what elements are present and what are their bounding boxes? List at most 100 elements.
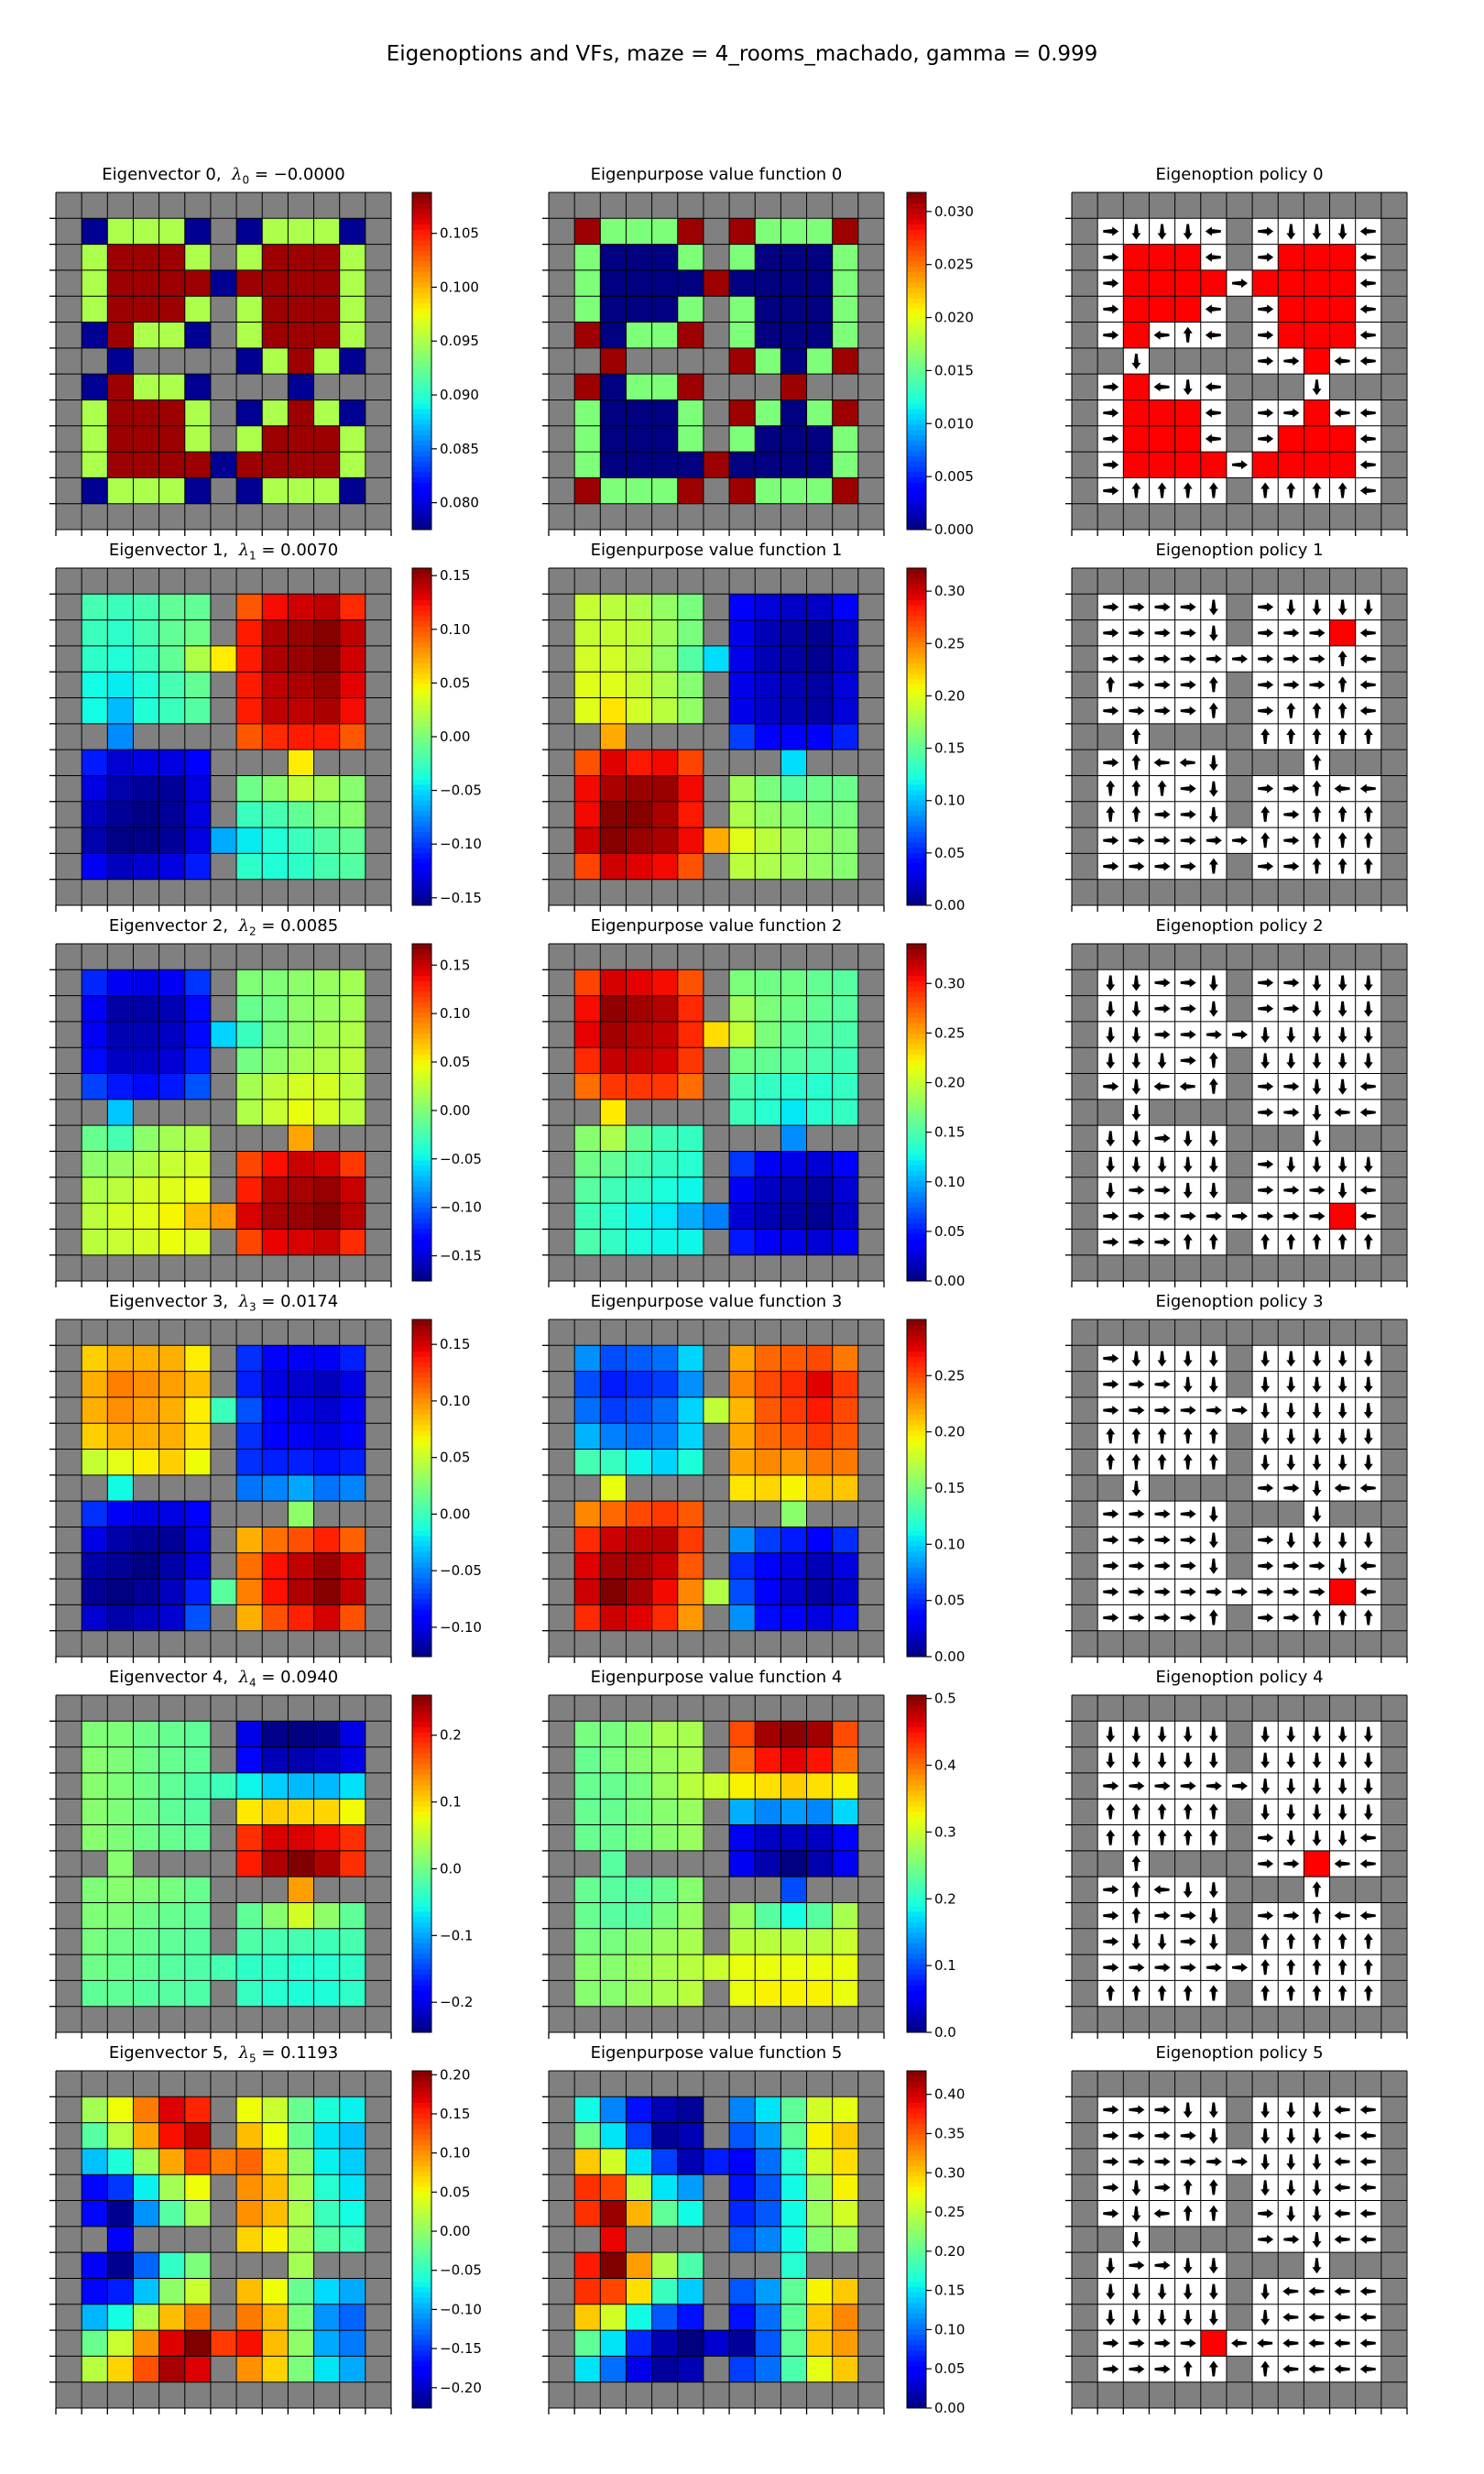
wall-cell <box>365 1177 392 1204</box>
heatmap-cell <box>210 1396 237 1424</box>
arrow-left-icon <box>1359 1587 1376 1597</box>
eigenvector-label: Eigenvector 0, <box>102 165 222 184</box>
heatmap-cell <box>210 827 237 854</box>
wall-cell <box>651 2071 679 2097</box>
arrow-right-icon <box>1283 1185 1300 1195</box>
wall-cell <box>1174 944 1202 970</box>
heatmap-cell <box>755 1229 781 1255</box>
wall-cell <box>1252 1877 1279 1903</box>
wall-cell <box>857 400 885 427</box>
wall-cell <box>703 1229 730 1255</box>
wall-cell <box>549 1125 575 1152</box>
heatmap-cell <box>729 827 756 854</box>
colorbar-segment <box>412 1837 431 1844</box>
arrow-left-icon <box>1153 1081 1170 1091</box>
wall-cell <box>677 879 704 906</box>
wall-cell <box>1072 1203 1098 1230</box>
wall-cell <box>703 1151 730 1178</box>
arrow-left-icon <box>1179 758 1195 768</box>
heatmap-cell <box>339 995 366 1023</box>
heatmap-cell <box>651 296 679 323</box>
colorbar-segment <box>412 245 431 251</box>
wall-cell <box>210 969 237 996</box>
colorbar-segment <box>412 461 431 467</box>
eigenoption-policy-grid <box>1065 567 1408 912</box>
heatmap-cell <box>755 400 781 427</box>
wall-cell <box>56 1877 82 1903</box>
wall-cell <box>1097 944 1124 970</box>
wall-cell <box>1278 1319 1304 1346</box>
heatmap-cell <box>780 1203 807 1230</box>
wall-cell <box>339 879 366 906</box>
colorbar-segment <box>412 302 431 309</box>
arrow-up-icon <box>1131 1428 1141 1444</box>
wall-cell <box>1226 1902 1253 1930</box>
arrow-right-icon <box>1180 628 1196 638</box>
wall-cell <box>1278 944 1304 970</box>
arrow-right-icon <box>1258 252 1274 262</box>
wall-cell <box>56 1423 82 1450</box>
heatmap-cell <box>574 1980 601 2007</box>
arrow-right-icon <box>1283 1587 1300 1597</box>
wall-cell <box>210 750 237 776</box>
wall-cell <box>857 1746 885 1774</box>
heatmap-cell <box>82 1579 108 1605</box>
heatmap-cell <box>806 425 833 453</box>
wall-cell <box>365 2148 392 2175</box>
wall-cell <box>1329 1254 1356 1282</box>
terminal-cell <box>1304 296 1330 323</box>
heatmap-cell <box>236 244 263 271</box>
heatmap-cell <box>262 347 289 375</box>
colorbar-segment <box>412 503 431 509</box>
wall-cell <box>703 594 730 620</box>
wall-cell <box>857 697 885 725</box>
heatmap-cell <box>236 2330 263 2357</box>
heatmap-cell <box>158 1799 186 1825</box>
wall-cell <box>56 1396 82 1424</box>
arrow-down-icon <box>1157 1726 1167 1743</box>
wall-cell <box>56 2356 82 2382</box>
heatmap-cell <box>703 452 730 478</box>
wall-cell <box>184 2381 212 2409</box>
wall-cell <box>677 2006 704 2033</box>
heatmap-cell <box>236 1474 263 1502</box>
heatmap-cell <box>339 594 366 620</box>
heatmap-cell <box>651 853 679 880</box>
heatmap-cell <box>107 2278 134 2305</box>
wall-cell <box>262 2381 289 2409</box>
wall-cell <box>549 2071 575 2097</box>
colorbar-segment <box>412 1186 431 1192</box>
policy-title-text: Eigenoption policy 0 <box>1155 165 1324 184</box>
heatmap-cell <box>677 1552 704 1580</box>
wall-cell <box>339 1501 366 1527</box>
heatmap-cell <box>133 269 159 297</box>
heatmap-cell <box>82 1371 108 1398</box>
heatmap-cell <box>262 1772 289 1800</box>
wall-cell <box>574 1474 601 1502</box>
wall-cell <box>365 1980 392 2007</box>
colorbar-segment <box>412 810 431 816</box>
wall-cell <box>1149 347 1175 375</box>
wall-cell <box>133 503 159 531</box>
heatmap-cell <box>651 995 679 1023</box>
wall-cell <box>313 568 340 595</box>
heatmap-cell <box>729 853 756 880</box>
heatmap-cell <box>107 1954 134 1981</box>
colorbar-segment <box>412 1530 431 1537</box>
wall-cell <box>56 645 82 673</box>
colorbar-segment <box>907 584 926 590</box>
wall-cell <box>82 568 108 595</box>
arrow-left-icon <box>1334 1483 1350 1493</box>
colorbar-segment <box>907 1619 926 1626</box>
heatmap-cell <box>806 1902 833 1930</box>
heatmap-cell <box>574 750 601 776</box>
wall-cell <box>262 879 289 906</box>
eigenvector-colorbar: −0.15−0.10−0.050.000.050.100.15 <box>411 943 482 1282</box>
heatmap-cell <box>574 827 601 854</box>
arrow-right-icon <box>1232 654 1248 664</box>
heatmap-cell <box>755 645 781 673</box>
wall-cell <box>1226 1746 1253 1774</box>
wall-cell <box>1380 347 1408 375</box>
arrow-right-icon <box>1129 861 1145 871</box>
wall-cell <box>236 1630 263 1658</box>
